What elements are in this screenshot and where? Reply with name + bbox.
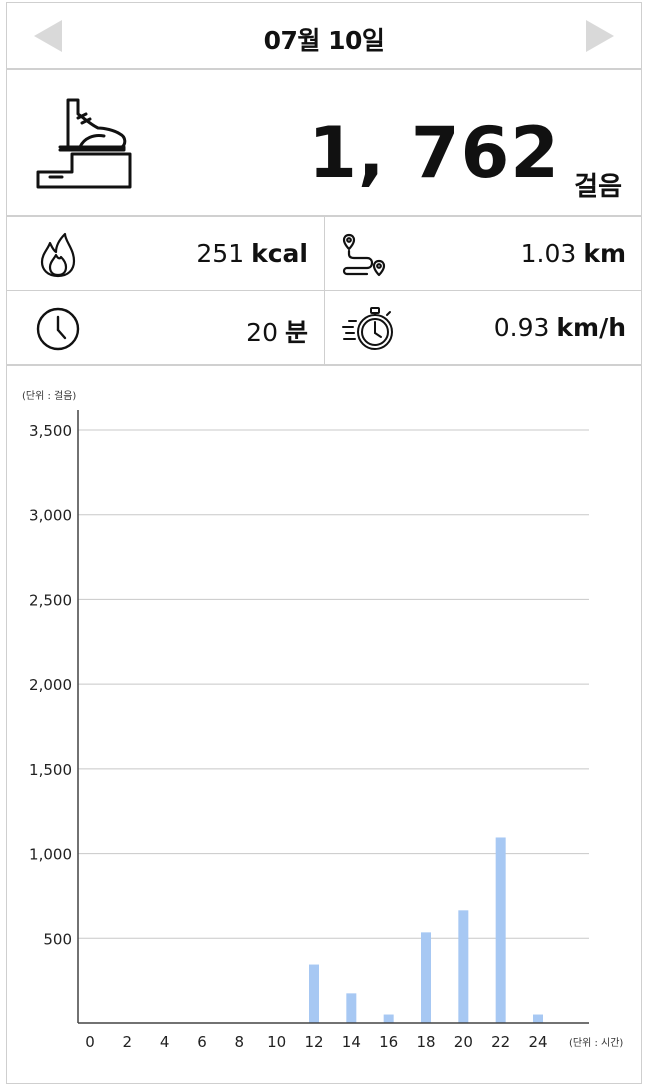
clock-icon xyxy=(36,307,80,351)
calories-stat: 251 kcal xyxy=(6,217,325,291)
triangle-right-icon xyxy=(586,20,614,52)
bar-hour-20 xyxy=(458,910,469,1023)
previous-day-button[interactable] xyxy=(32,20,64,52)
y-tick-label: 2,500 xyxy=(29,591,72,609)
calories-number: 251 xyxy=(196,239,245,268)
y-unit-label: (단위 : 걸음) xyxy=(22,391,77,402)
x-tick-label: 20 xyxy=(454,1033,473,1051)
y-tick-label: 500 xyxy=(43,930,72,948)
y-tick-label: 3,500 xyxy=(29,422,72,440)
speed-number: 0.93 xyxy=(493,313,550,342)
triangle-left-icon xyxy=(34,20,62,52)
x-tick-label: 14 xyxy=(342,1033,361,1051)
flame-icon xyxy=(40,232,76,278)
stats-grid: 251 kcal 1.03 km 20 분 xyxy=(6,217,642,366)
x-tick-label: 12 xyxy=(304,1033,323,1051)
speed-value: 0.93 km/h xyxy=(494,313,626,342)
route-icon xyxy=(342,233,386,277)
x-tick-label: 16 xyxy=(379,1033,398,1051)
distance-unit: km xyxy=(583,239,626,268)
distance-number: 1.03 xyxy=(520,239,577,268)
duration-value: 20 분 xyxy=(246,313,308,349)
calories-unit: kcal xyxy=(251,239,308,268)
y-tick-label: 1,500 xyxy=(29,761,72,779)
bar-hour-12 xyxy=(309,964,319,1023)
stopwatch-icon xyxy=(342,307,393,350)
x-tick-label: 6 xyxy=(197,1033,207,1051)
distance-value: 1.03 km xyxy=(521,239,626,268)
date-header: 07월 10일 xyxy=(6,2,642,70)
y-tick-label: 2,000 xyxy=(29,676,72,694)
x-tick-label: 4 xyxy=(160,1033,170,1051)
x-tick-label: 18 xyxy=(416,1033,435,1051)
x-tick-label: 10 xyxy=(267,1033,286,1051)
date-title: 07월 10일 xyxy=(263,26,385,55)
bar-hour-16 xyxy=(383,1014,394,1023)
bar-hour-14 xyxy=(346,993,357,1023)
duration-stat: 20 분 xyxy=(6,291,325,365)
x-tick-label: 24 xyxy=(528,1033,547,1051)
shoe-on-step-icon xyxy=(36,98,132,189)
y-tick-label: 3,000 xyxy=(29,507,72,525)
steps-summary: 1, 762 걸음 xyxy=(6,70,642,217)
speed-unit: km/h xyxy=(556,313,626,342)
duration-unit: 분 xyxy=(284,318,308,347)
x-tick-label: 0 xyxy=(85,1033,95,1051)
next-day-button[interactable] xyxy=(584,20,616,52)
app-frame xyxy=(6,2,642,1084)
calories-value: 251 kcal xyxy=(196,239,308,268)
x-tick-label: 22 xyxy=(491,1033,510,1051)
y-tick-label: 1,000 xyxy=(29,846,72,864)
bar-hour-18 xyxy=(421,932,431,1023)
x-unit-label: (단위 : 시간) xyxy=(569,1038,624,1049)
x-tick-label: 8 xyxy=(235,1033,245,1051)
steps-count: 1, 762 xyxy=(308,112,560,194)
steps-unit: 걸음 xyxy=(574,172,622,202)
hourly-steps-chart: (단위 : 걸음) (단위 : 시간) 500 1,000 1,500 2,000 2,… xyxy=(6,368,642,1068)
distance-stat: 1.03 km xyxy=(325,217,642,291)
bar-hour-24 xyxy=(533,1014,543,1023)
bar-hour-22 xyxy=(495,837,506,1023)
speed-stat: 0.93 km/h xyxy=(325,291,642,365)
duration-number: 20 xyxy=(246,318,278,347)
x-tick-label: 2 xyxy=(123,1033,133,1051)
